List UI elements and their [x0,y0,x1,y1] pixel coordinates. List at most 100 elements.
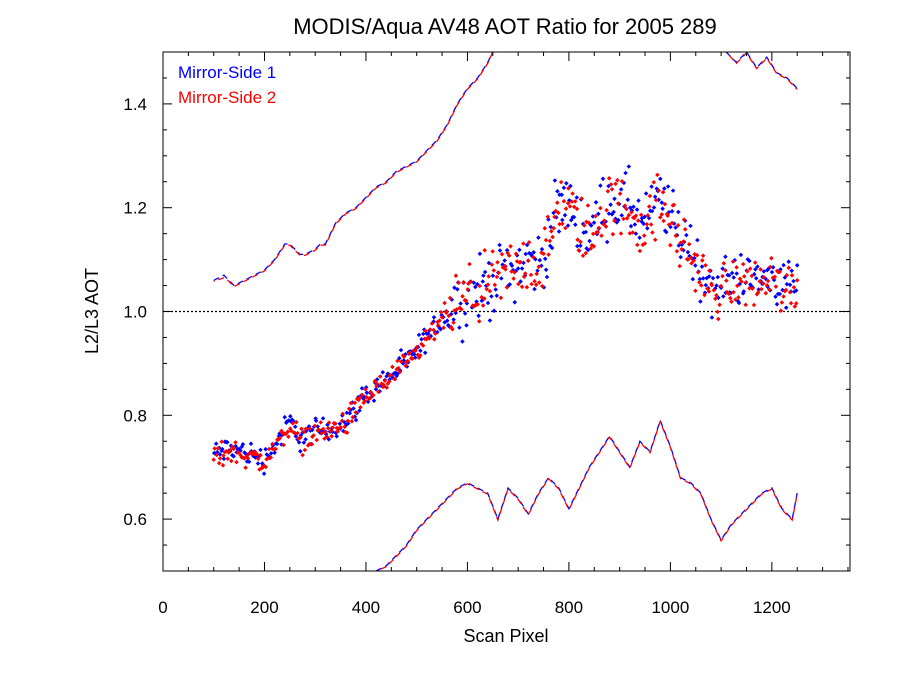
data-point-side-2 [734,265,739,270]
data-point-side-1 [497,248,503,253]
data-point-side-2 [503,267,508,272]
data-point-side-1 [213,441,219,446]
data-point-side-2 [277,435,283,441]
data-point-side-2 [688,255,694,260]
data-point-side-1 [458,301,463,306]
data-point-side-1 [747,258,752,264]
data-point-side-1 [487,318,493,323]
data-point-side-2 [585,203,591,208]
data-point-side-2 [546,252,551,257]
data-point-side-1 [598,183,603,188]
data-point-side-1 [769,269,775,275]
legend-item-mirror-side-1: Mirror-Side 1 [178,63,276,82]
data-point-side-1 [301,440,307,445]
x-tick-label: 0 [158,598,167,617]
data-point-side-1 [347,410,353,416]
data-point-side-1 [543,267,549,273]
envelope-lower-side-2 [375,419,798,571]
data-point-side-2 [700,253,706,258]
data-point-side-2 [791,285,797,290]
data-point-side-2 [609,187,615,192]
x-tick-label: 600 [453,598,481,617]
data-point-side-1 [678,254,683,260]
data-point-side-2 [644,222,650,227]
data-point-side-2 [211,457,216,462]
data-point-side-1 [519,266,525,271]
data-point-side-2 [290,421,296,426]
data-point-side-1 [298,449,303,454]
data-point-side-2 [255,456,261,461]
data-point-side-2 [236,450,242,455]
y-tick-label: 0.8 [123,406,147,425]
y-axis-title: L2/L3 AOT [82,268,102,354]
envelope-upper-side-2 [213,52,494,288]
data-point-side-2 [388,372,394,378]
data-point-side-2 [328,428,334,434]
data-point-side-2 [403,363,408,369]
data-point-side-1 [699,264,705,269]
data-point-side-1 [481,273,486,278]
data-point-side-2 [716,316,721,322]
data-point-side-2 [697,280,702,285]
data-point-side-2 [468,279,474,284]
data-point-side-2 [495,260,500,265]
data-point-side-2 [542,226,548,231]
data-point-side-2 [550,234,555,240]
data-point-side-2 [506,253,512,258]
data-point-side-2 [294,419,299,425]
data-point-side-2 [769,255,774,261]
data-point-side-2 [219,439,224,444]
data-point-side-1 [491,308,497,314]
data-point-side-2 [220,463,226,468]
data-point-side-2 [386,379,392,384]
data-point-side-2 [482,296,487,301]
data-point-side-2 [761,275,767,280]
data-point-side-2 [758,267,763,272]
data-point-side-2 [482,248,487,253]
data-point-side-2 [528,272,534,278]
data-point-side-2 [598,205,603,211]
data-point-side-1 [398,347,404,353]
data-point-side-2 [498,295,504,301]
data-point-side-1 [532,286,537,292]
data-point-side-2 [381,382,386,388]
data-point-side-2 [784,272,790,278]
data-point-side-2 [693,288,698,294]
data-point-side-1 [787,282,793,288]
data-point-side-2 [433,331,438,336]
data-point-side-1 [334,434,339,439]
data-point-side-1 [695,237,700,243]
data-point-side-1 [418,348,423,353]
data-point-side-2 [429,321,435,326]
data-point-side-2 [399,359,404,364]
data-point-side-1 [789,268,794,274]
data-point-side-2 [390,364,395,370]
data-point-side-2 [370,393,376,398]
data-point-side-2 [453,273,459,278]
data-point-side-1 [714,283,719,288]
data-point-side-2 [733,297,738,302]
data-point-side-1 [643,191,649,196]
data-point-side-1 [371,398,377,403]
data-point-side-2 [765,278,771,284]
data-point-side-1 [738,252,744,258]
data-point-side-1 [357,408,362,413]
data-point-side-1 [645,226,650,231]
data-point-side-1 [781,262,786,268]
data-point-side-1 [573,222,578,227]
envelope-upper-side-1 [213,52,494,287]
data-point-side-2 [792,304,798,309]
data-point-side-2 [524,284,530,290]
data-point-side-1 [419,336,424,342]
data-point-side-2 [376,389,381,395]
legend: Mirror-Side 1 Mirror-Side 2 [178,63,276,107]
data-point-side-1 [225,439,230,445]
data-point-side-2 [794,278,800,283]
data-point-side-1 [485,300,491,306]
data-point-side-1 [593,200,599,205]
data-point-side-1 [756,287,761,292]
data-point-side-2 [570,191,575,196]
data-point-side-2 [303,426,309,432]
data-point-side-2 [677,263,682,269]
